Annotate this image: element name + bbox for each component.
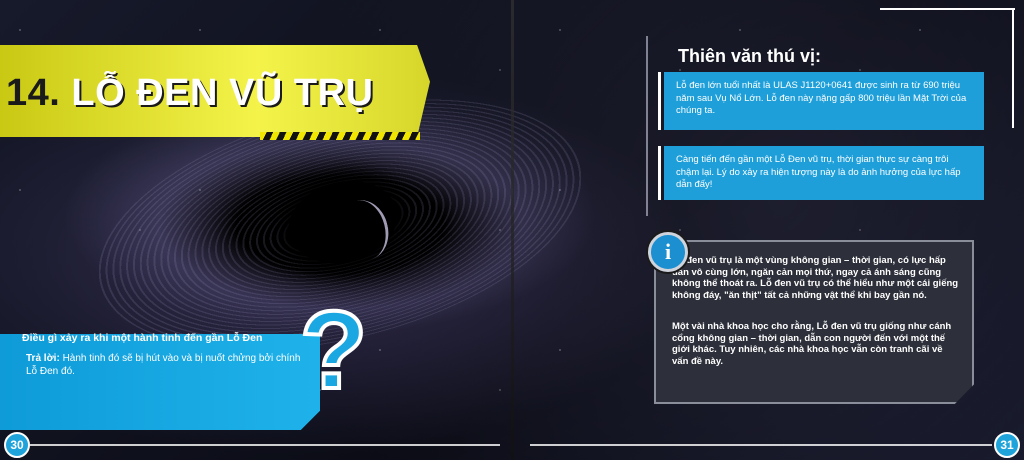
question-title: Điều gì xảy ra khi một hành tinh đến gần…: [22, 332, 263, 344]
bottom-rule-left: [30, 444, 500, 446]
answer-label: Trả lời:: [26, 353, 60, 364]
info-paragraph-1: Lỗ đen vũ trụ là một vùng không gian – t…: [672, 255, 959, 301]
info-paragraph-2: Một vài nhà khoa học cho rằng, Lỗ đen vũ…: [672, 321, 952, 367]
chapter-title: 14. LỖ ĐEN VŨ TRỤ: [6, 72, 373, 115]
fact-box-1: Lỗ đen lớn tuổi nhất là ULAS J1120+0641 …: [658, 72, 984, 130]
info-icon: i: [648, 232, 688, 272]
chapter-title-text: LỖ ĐEN VŨ TRỤ: [71, 72, 374, 114]
title-banner: [0, 45, 430, 137]
frame-corner-top: [880, 8, 1015, 10]
info-text: Lỗ đen vũ trụ là một vùng không gian – t…: [672, 255, 960, 367]
bottom-rule-right: [530, 444, 992, 446]
chapter-number: 14.: [6, 72, 61, 114]
question-panel: [0, 334, 320, 430]
question-answer: Trả lời: Hành tinh đó sẽ bị hút vào và b…: [26, 352, 304, 378]
page-number-right: 31: [994, 432, 1020, 458]
page-gutter: [511, 0, 514, 460]
page-number-left: 30: [4, 432, 30, 458]
fact-deco-line: [646, 36, 658, 216]
title-hatch-stripe: [260, 132, 420, 140]
fact-box-2: Càng tiến đến gần một Lỗ Đen vũ trụ, thờ…: [658, 146, 984, 200]
info-panel: [654, 240, 974, 404]
answer-text: Hành tinh đó sẽ bị hút vào và bị nuốt ch…: [26, 353, 301, 377]
question-mark-icon: ?: [298, 289, 369, 412]
fun-facts-heading: Thiên văn thú vị:: [678, 46, 822, 66]
frame-corner-side: [1012, 8, 1014, 128]
